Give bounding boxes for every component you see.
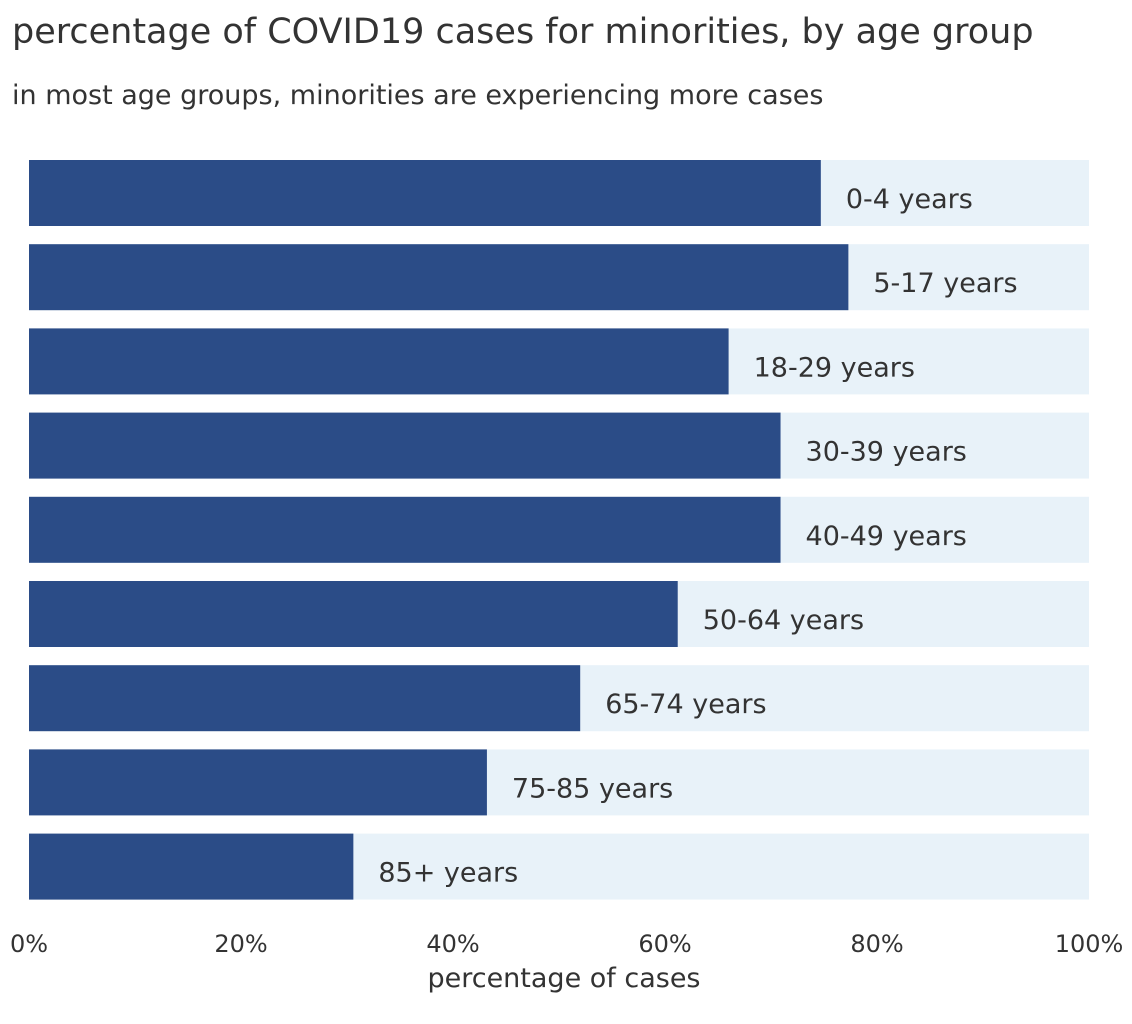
bar-labels: 0-4 years 5-17 years 18-29 years 30-39 year… [378, 184, 1017, 889]
bar-30-39-years [29, 412, 781, 479]
value-bars [29, 160, 849, 900]
x-tick-label: 0% [10, 930, 48, 958]
bar-label-30-39-years: 30-39 years [806, 437, 967, 468]
x-tick-label: 40% [426, 930, 479, 958]
bar-85-plus-years [29, 833, 354, 900]
bar-label-5-17-years: 5-17 years [873, 268, 1017, 299]
bar-65-74-years [29, 665, 581, 732]
bar-50-64-years [29, 581, 678, 647]
x-axis-ticks: 0% 20% 40% 60% 80% 100% [10, 930, 1123, 958]
bar-label-50-64-years: 50-64 years [703, 605, 864, 636]
x-tick-label: 60% [638, 930, 691, 958]
bar-75-85-years [29, 749, 487, 816]
bar-0-4-years [29, 160, 821, 226]
bar-5-17-years [29, 244, 849, 311]
bar-18-29-years [29, 328, 729, 395]
bar-label-75-85-years: 75-85 years [512, 773, 673, 804]
x-tick-label: 80% [850, 930, 903, 958]
bar-label-85-plus-years: 85+ years [378, 858, 518, 889]
bar-40-49-years [29, 496, 781, 563]
x-axis-label: percentage of cases [427, 963, 700, 994]
bar-label-65-74-years: 65-74 years [605, 689, 766, 720]
bar-label-0-4-years: 0-4 years [846, 184, 973, 215]
chart-subtitle: in most age groups, minorities are exper… [12, 80, 824, 111]
x-tick-label: 100% [1055, 930, 1124, 958]
chart-title: percentage of COVID19 cases for minoriti… [12, 12, 1034, 52]
x-tick-label: 20% [214, 930, 267, 958]
bar-label-18-29-years: 18-29 years [754, 352, 915, 383]
bar-label-40-49-years: 40-49 years [806, 521, 967, 552]
